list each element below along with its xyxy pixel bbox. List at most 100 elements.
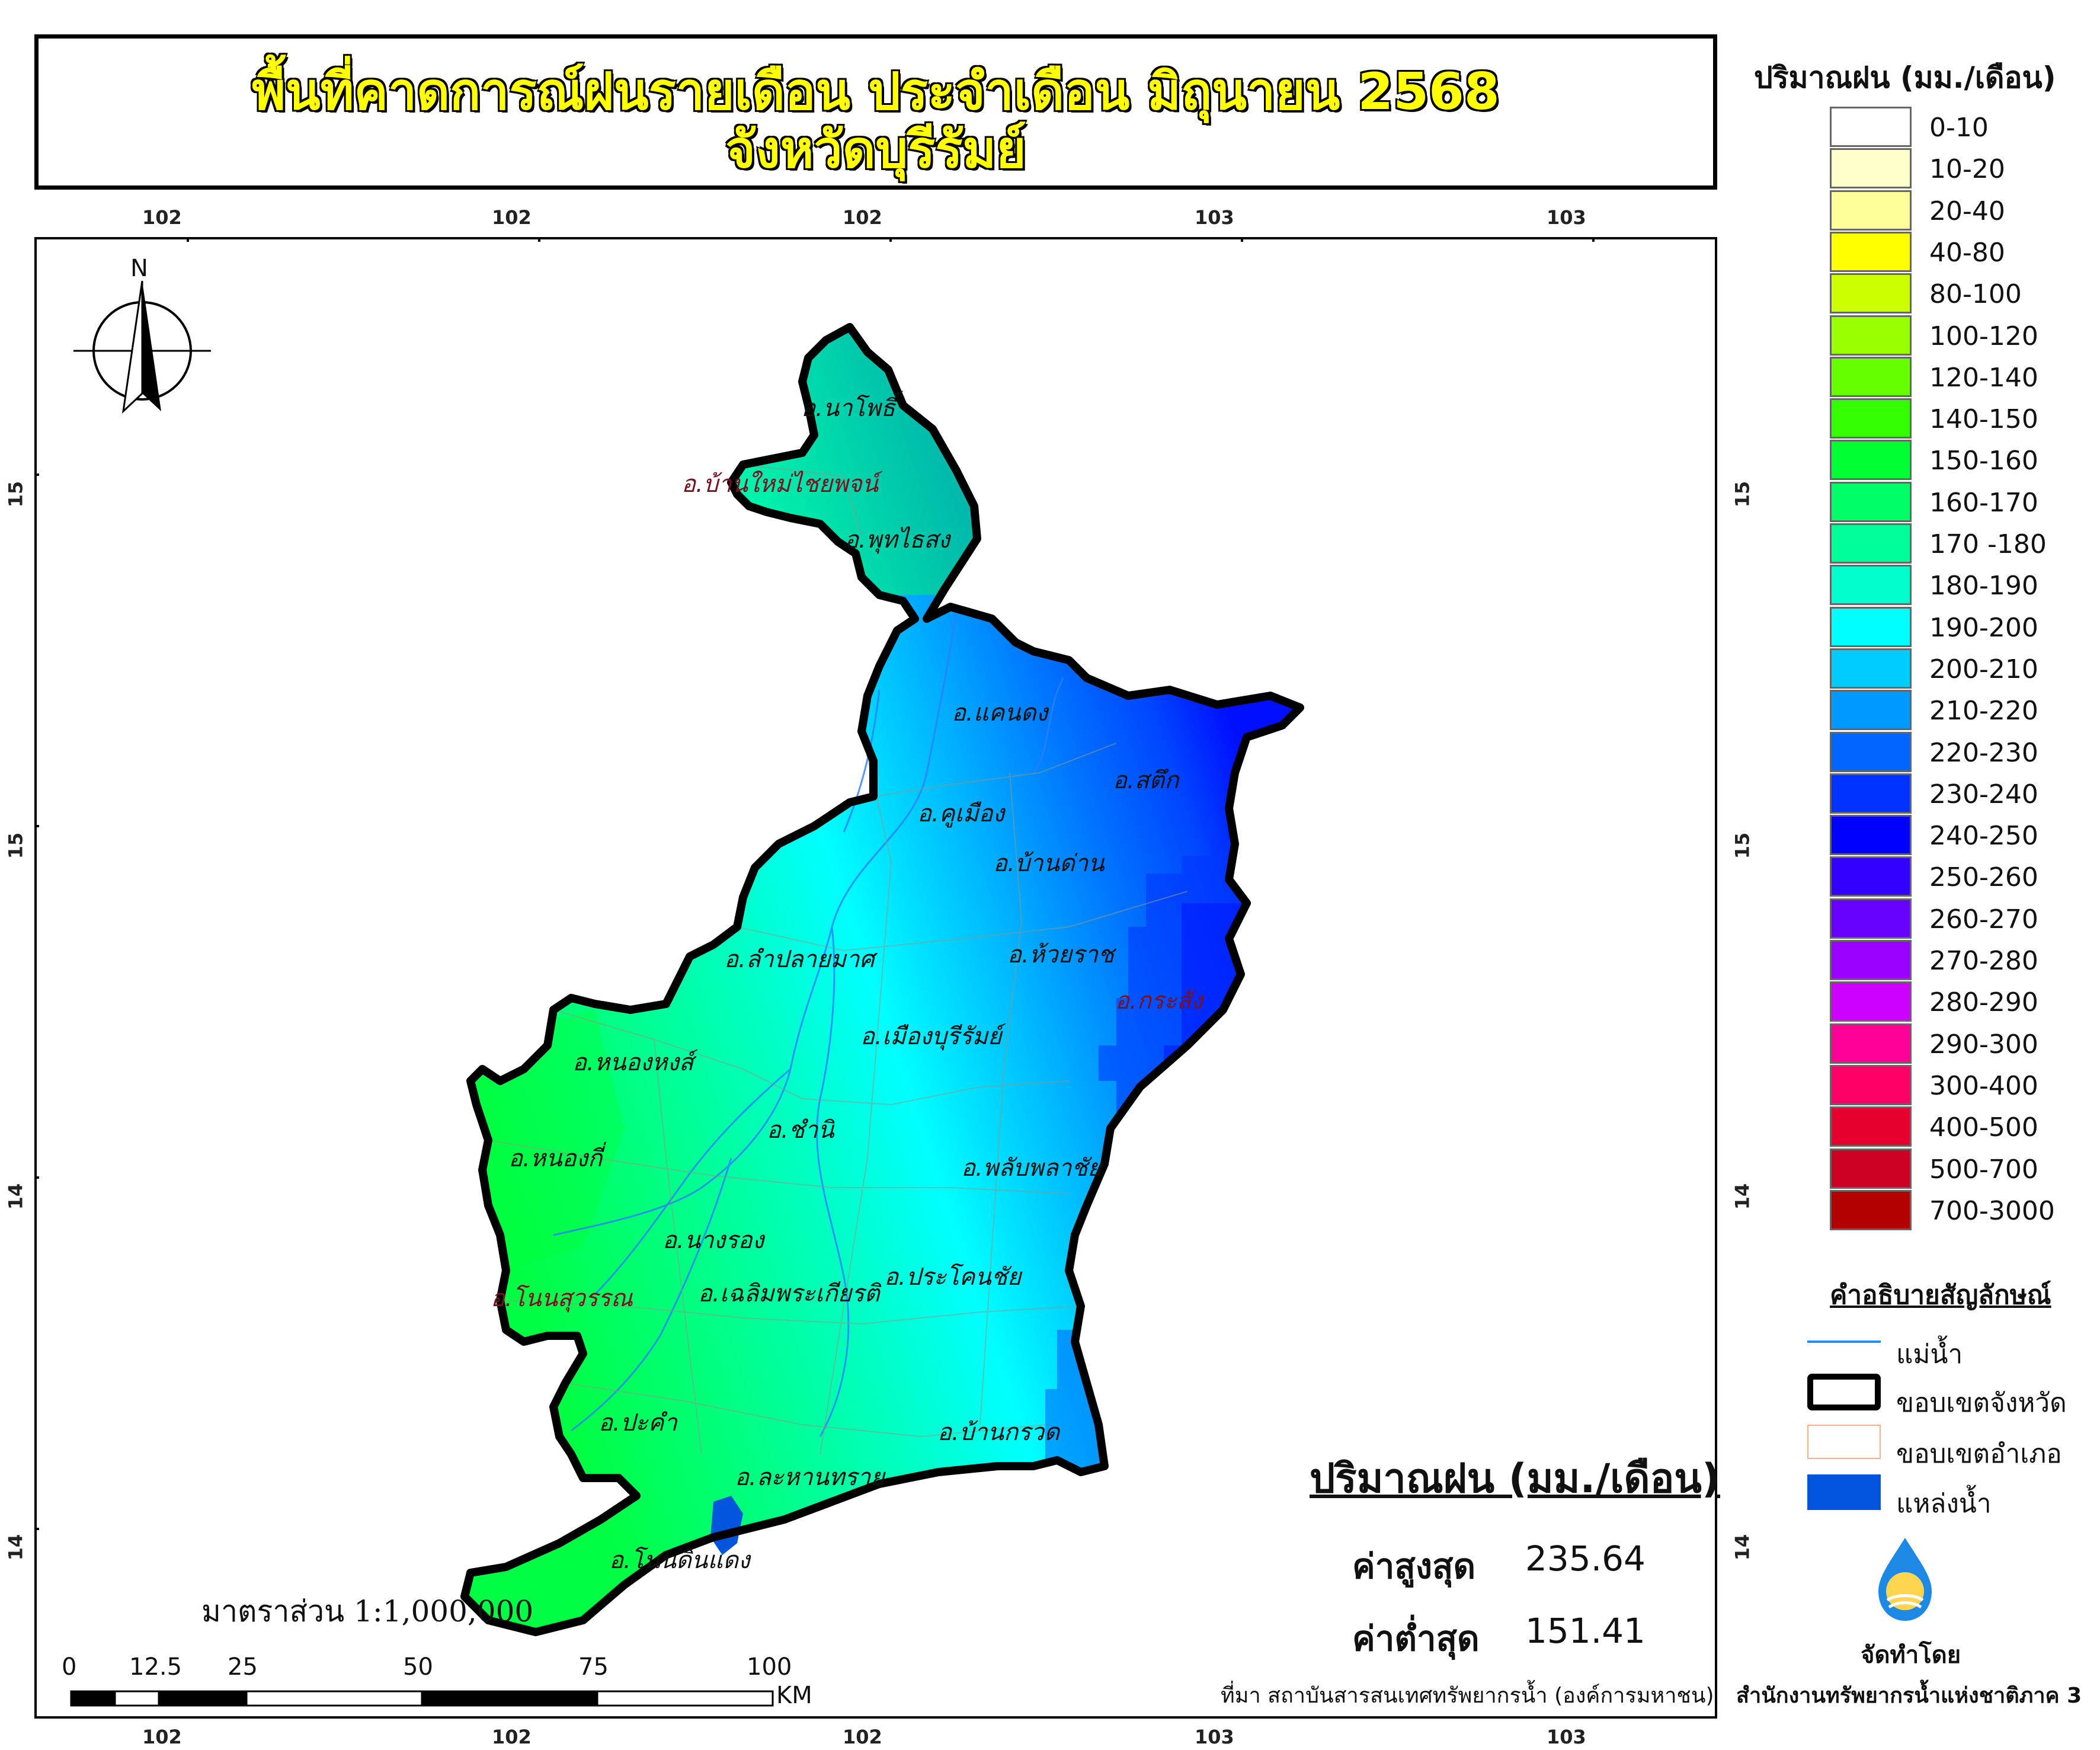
- scale-bar-label: 75: [578, 1653, 609, 1681]
- legend-label: 190-200: [1929, 612, 2038, 643]
- agency-logo-icon: [1878, 1538, 1932, 1621]
- legend-swatch: [1830, 356, 1912, 397]
- district-label: อ.พุทไธสง: [844, 526, 950, 554]
- legend-swatch: [1830, 107, 1912, 147]
- legend-label: 230-240: [1929, 779, 2038, 810]
- graticule-top-label: 103: [1547, 206, 1586, 229]
- rainfall-raster: [465, 327, 1300, 1632]
- river-lines: [553, 606, 1064, 1437]
- scale-bar-label: 25: [228, 1653, 258, 1681]
- legend-swatch: [1830, 231, 1912, 272]
- legend-label: 180-190: [1929, 571, 2038, 602]
- district-label: อ.เมืองบุรีรัมย์: [860, 1023, 1002, 1050]
- graticule-left-label: 15: [4, 481, 27, 508]
- legend-swatch: [1830, 1106, 1912, 1147]
- graticule-bottom-label: 102: [142, 1726, 182, 1748]
- district-label: อ.หนองหงส์: [572, 1049, 694, 1076]
- graticule-right-label: 14: [1731, 1183, 1754, 1210]
- legend-swatch: [1830, 648, 1912, 689]
- district-label: อ.กระสัง: [1115, 987, 1203, 1015]
- district-label: อ.เฉลิมพระเกียรติ: [698, 1280, 880, 1307]
- graticule-bottom-label: 102: [492, 1726, 532, 1748]
- district-label: อ.คูเมือง: [917, 800, 1005, 827]
- district-label: อ.แคนดง: [952, 699, 1048, 727]
- legend-swatch: [1830, 440, 1912, 481]
- legend-label: 260-270: [1929, 904, 2038, 935]
- graticule-top-label: 102: [843, 206, 882, 229]
- legend-label: 220-230: [1929, 737, 2038, 768]
- district-label: อ.ห้วยราช: [1007, 941, 1115, 968]
- scale-unit: KM: [776, 1682, 812, 1709]
- legend-title: ปริมาณฝน (มม./เดือน): [1754, 60, 2056, 95]
- legend-label: 250-260: [1929, 862, 2038, 893]
- legend-swatch: [1830, 856, 1912, 897]
- district-label: อ.นาโพธิ์: [801, 395, 895, 422]
- district-label: อ.นางรอง: [662, 1227, 764, 1254]
- legend-label: 40-80: [1929, 237, 2005, 268]
- graticule-top-label: 103: [1195, 206, 1234, 229]
- legend-swatch: [1830, 773, 1912, 814]
- map-title: พื้นที่คาดการณ์ฝนรายเดือน ประจำเดือน มิถ…: [251, 62, 1500, 123]
- legend-label: 100-120: [1929, 321, 2038, 351]
- district-label: อ.หนองกี่: [508, 1145, 603, 1172]
- legend-swatch: [1830, 815, 1912, 856]
- max-value: 235.64: [1525, 1538, 1646, 1579]
- map-subtitle-province: จังหวัดบุรีรัมย์: [725, 120, 1027, 181]
- legend-swatch: [1830, 606, 1912, 647]
- scale-bar-label: 100: [747, 1653, 792, 1681]
- symbols-title: คำอธิบายสัญลักษณ์: [1830, 1280, 2051, 1310]
- district-label: อ.ลำปลายมาศ: [724, 946, 875, 973]
- symbol-label: ขอบเขตจังหวัด: [1896, 1388, 2067, 1418]
- district-label: อ.ประโคนชัย: [884, 1263, 1022, 1291]
- north-label: N: [130, 255, 148, 282]
- graticule-top-label: 102: [492, 206, 532, 229]
- legend-label: 290-300: [1929, 1029, 2038, 1060]
- water-body-swatch: [1807, 1474, 1881, 1510]
- district-label: อ.บ้านใหม่ไชยพจน์: [681, 471, 879, 498]
- district-label: อ.ปะคำ: [598, 1409, 677, 1437]
- scale-bar-label: 12.5: [129, 1653, 183, 1681]
- legend-swatch: [1830, 981, 1912, 1022]
- legend-swatch: [1830, 1064, 1912, 1105]
- legend-label: 150-160: [1929, 446, 2038, 476]
- graticule-right-label: 15: [1731, 832, 1754, 859]
- district-label: อ.บ้านด่าน: [993, 850, 1105, 877]
- district-label: อ.โนนดินแดง: [609, 1547, 750, 1574]
- river-swatch: [1807, 1341, 1881, 1343]
- min-value: 151.41: [1525, 1611, 1646, 1651]
- legend-swatch: [1830, 523, 1912, 564]
- legend-swatch: [1830, 898, 1912, 939]
- legend-label: 0-10: [1929, 113, 1989, 143]
- legend-swatch: [1830, 1148, 1912, 1189]
- north-arrow-icon: [73, 280, 211, 414]
- district-label: อ.โนนสุวรรณ: [491, 1285, 633, 1312]
- legend-swatch: [1830, 690, 1912, 731]
- legend-label: 240-250: [1929, 821, 2038, 852]
- organization-name: สำนักงานทรัพยากรน้ำแห่งชาติภาค 3: [1736, 1684, 2082, 1708]
- rainfall-map: [37, 239, 1595, 1707]
- legend-label: 500-700: [1929, 1154, 2038, 1185]
- legend-label: 160-170: [1929, 487, 2038, 518]
- legend-label: 400-500: [1929, 1112, 2038, 1143]
- legend-label: 210-220: [1929, 696, 2038, 727]
- graticule-left-label: 14: [4, 1183, 27, 1210]
- legend-label: 170 -180: [1929, 529, 2047, 559]
- graticule-left-label: 15: [4, 832, 27, 859]
- legend-label: 140-150: [1929, 404, 2038, 435]
- symbol-label: แม่น้ำ: [1896, 1339, 1963, 1370]
- map-frame[interactable]: [34, 237, 1717, 1719]
- legend-swatch: [1830, 398, 1912, 439]
- legend-label: 280-290: [1929, 987, 2038, 1018]
- graticule-left-label: 14: [4, 1534, 27, 1561]
- district-label: อ.ละหานทราย: [735, 1464, 885, 1491]
- legend-label: 300-400: [1929, 1070, 2038, 1101]
- stats-title: ปริมาณฝน (มม./เดือน): [1310, 1455, 1720, 1502]
- district-label: อ.พลับพลาชัย: [961, 1154, 1102, 1182]
- max-label: ค่าสูงสุด: [1352, 1546, 1476, 1586]
- district-boundary-swatch: [1807, 1425, 1881, 1459]
- district-boundaries: [488, 464, 1188, 1455]
- made-by-label: จัดทำโดย: [1861, 1642, 1961, 1669]
- graticule-bottom-label: 102: [843, 1726, 882, 1748]
- scale-bar-label: 50: [403, 1653, 433, 1681]
- district-label: อ.บ้านกรวด: [937, 1419, 1060, 1446]
